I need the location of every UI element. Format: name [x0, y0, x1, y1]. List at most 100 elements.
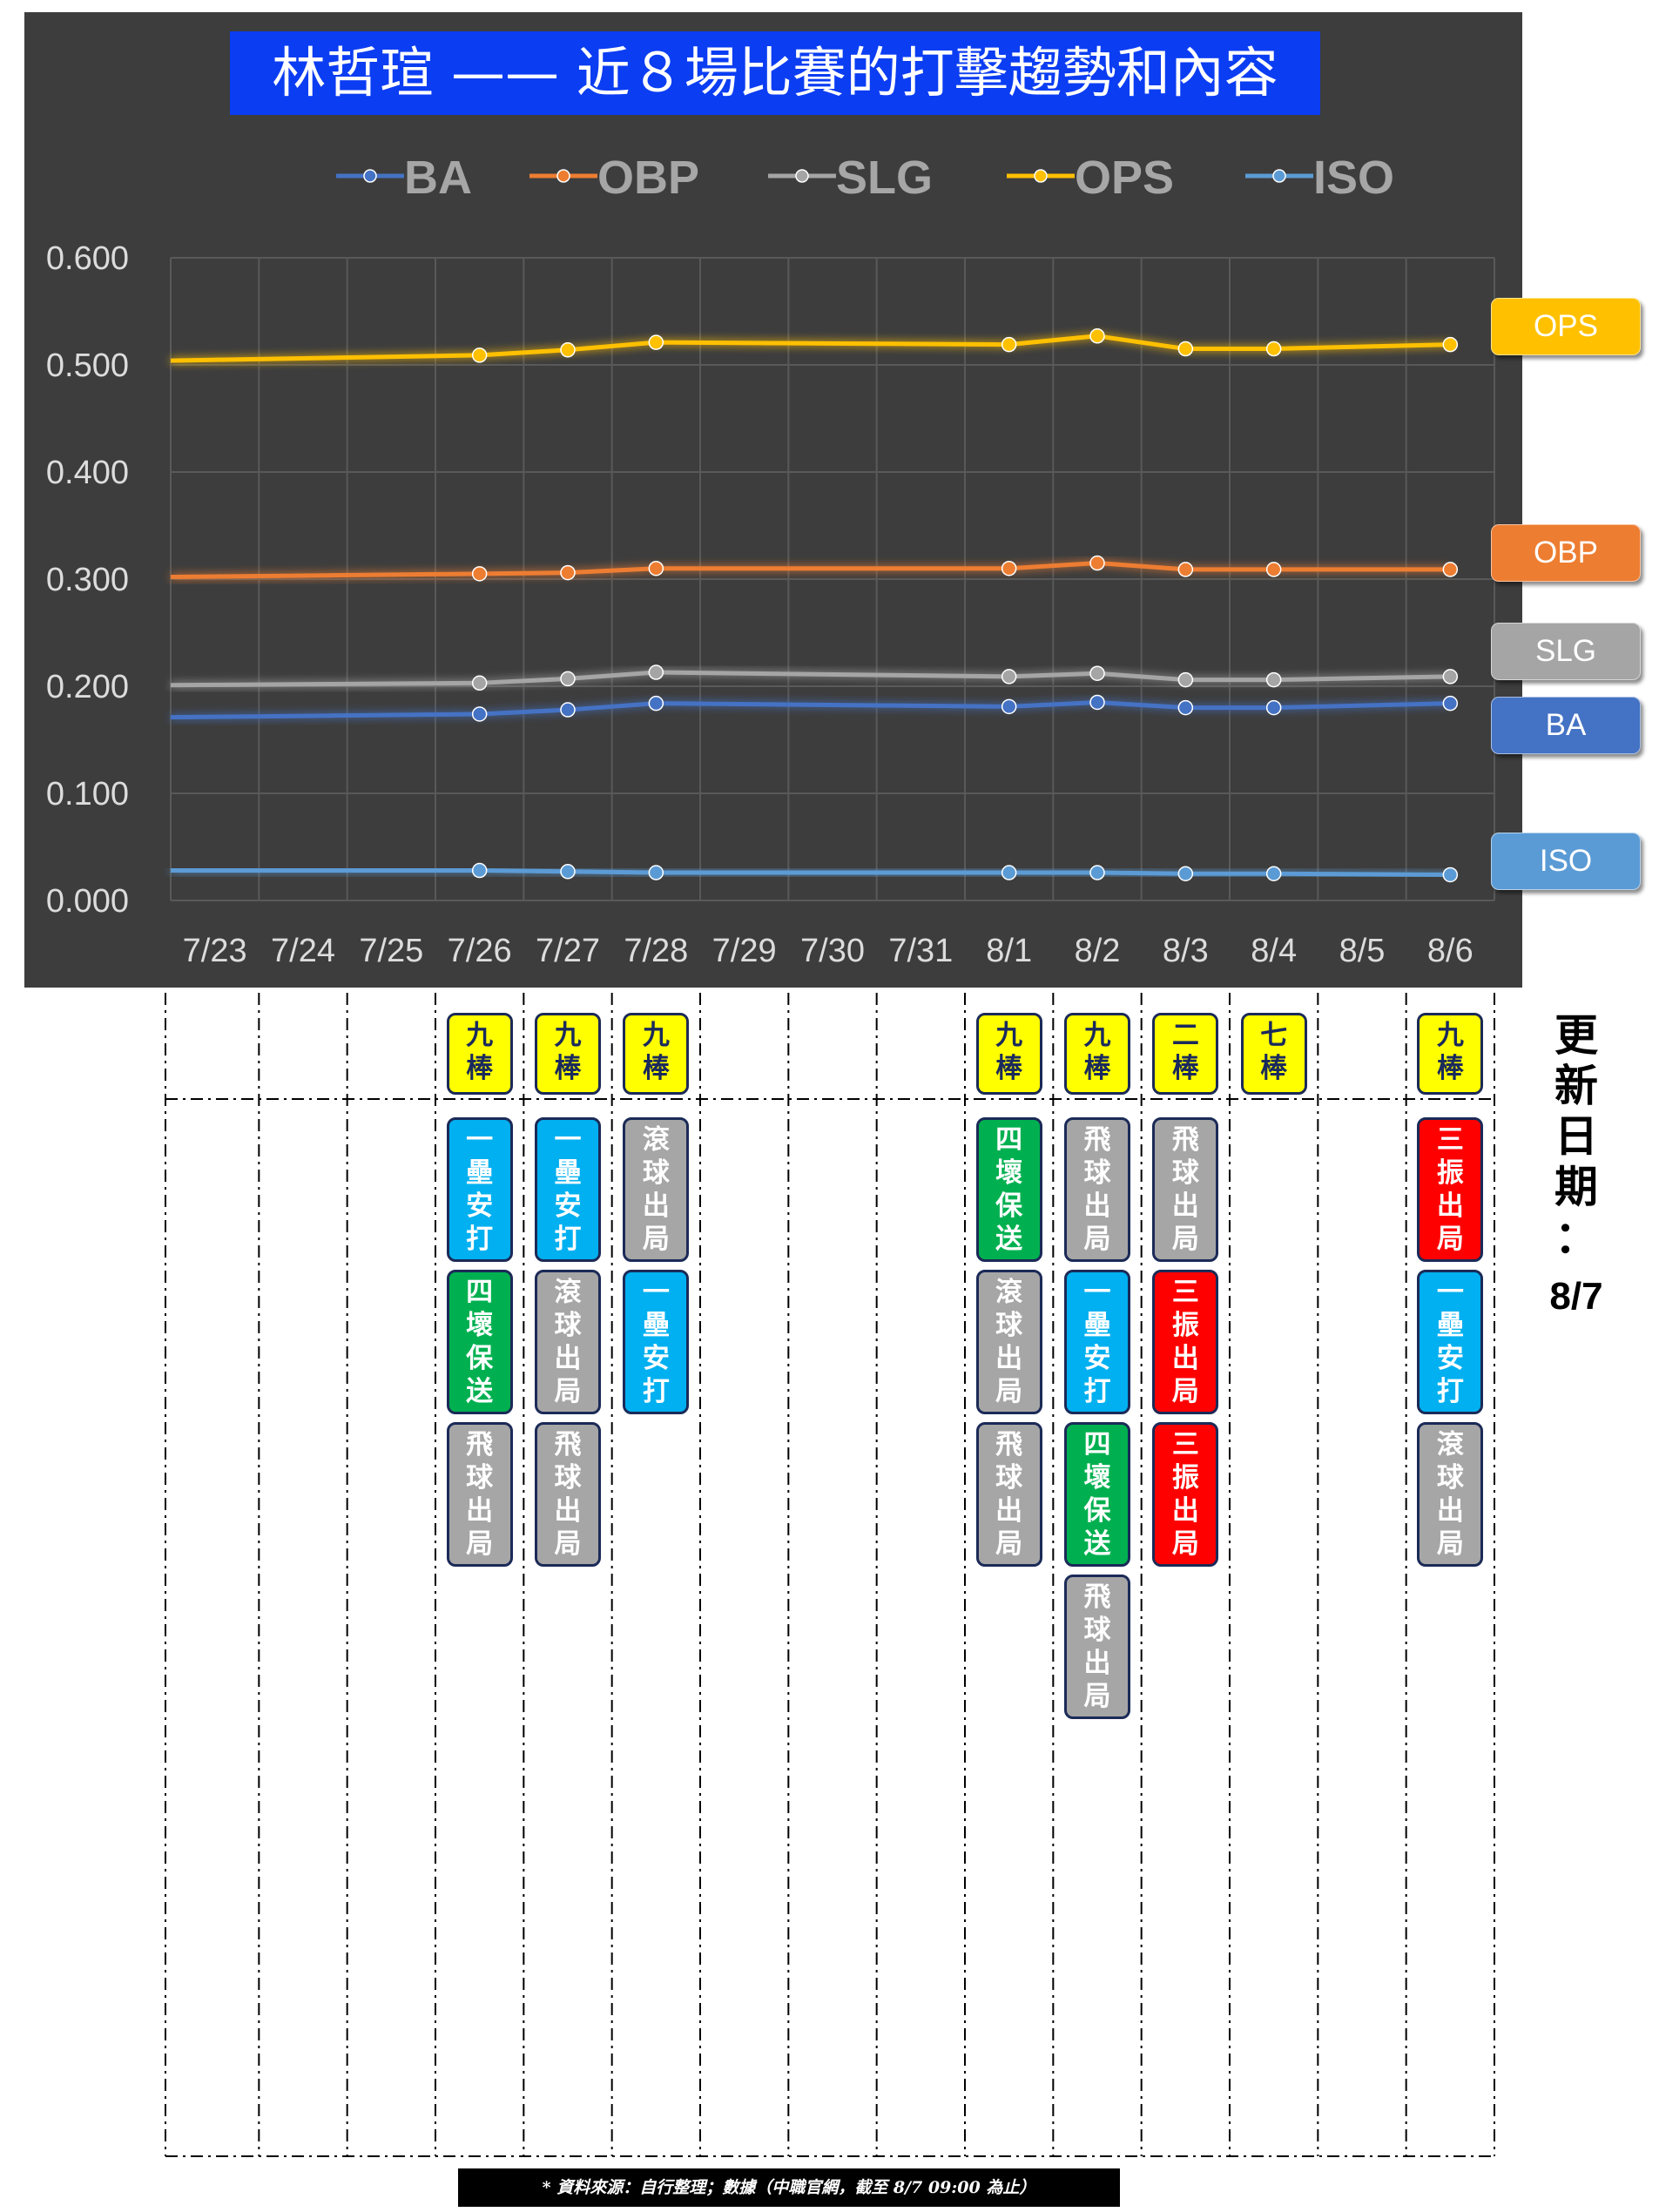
legend-swatch-marker	[1034, 169, 1048, 183]
data-point-ops	[1001, 336, 1017, 353]
data-point-ba	[1442, 695, 1459, 711]
data-point-obp	[1089, 555, 1105, 571]
data-point-slg	[1177, 671, 1194, 688]
plate-appearance-card-out: 飛 球 出 局	[1064, 1117, 1130, 1262]
y-tick-label: 0.400	[46, 455, 129, 491]
data-point-ops	[1442, 336, 1459, 353]
legend-label-iso: ISO	[1313, 152, 1394, 204]
plate-appearance-card-out: 飛 球 出 局	[535, 1422, 601, 1567]
legend-swatch-marker	[363, 169, 377, 183]
data-point-iso	[1442, 867, 1459, 883]
x-tick-label: 7/26	[448, 933, 512, 969]
legend-swatch-marker	[556, 169, 570, 183]
plate-appearance-card-strikeout: 三 振 出 局	[1417, 1117, 1484, 1262]
end-label-slg: SLG	[1491, 623, 1641, 680]
batting-order-card: 九 棒	[1064, 1013, 1130, 1095]
data-point-ops	[471, 347, 488, 363]
data-point-ba	[648, 695, 664, 711]
y-tick-label: 0.100	[46, 776, 129, 813]
data-point-ba	[560, 702, 576, 718]
data-point-obp	[560, 564, 576, 581]
legend-label-slg: SLG	[836, 152, 933, 204]
chart-title: 林哲瑄 —— 近８場比賽的打擊趨勢和內容	[230, 31, 1320, 115]
plate-appearance-card-hit: 一 壘 安 打	[1417, 1270, 1484, 1414]
plate-appearance-card-hit: 一 壘 安 打	[623, 1270, 690, 1414]
plate-appearance-card-strikeout: 三 振 出 局	[1152, 1270, 1219, 1414]
data-point-ba	[1177, 699, 1194, 716]
data-point-obp	[471, 566, 488, 582]
y-tick-label: 0.200	[46, 669, 129, 705]
data-point-slg	[1001, 669, 1017, 685]
data-point-ba	[1001, 698, 1017, 715]
data-point-slg	[471, 675, 488, 691]
x-tick-label: 8/3	[1163, 933, 1209, 969]
legend-label-ops: OPS	[1075, 152, 1174, 204]
x-tick-label: 7/30	[800, 933, 865, 969]
data-point-iso	[560, 864, 576, 880]
plate-appearance-card-out: 滾 球 出 局	[623, 1117, 690, 1262]
plate-appearance-card-strikeout: 三 振 出 局	[1152, 1422, 1219, 1567]
legend-label-obp: OBP	[597, 152, 699, 204]
data-point-slg	[1442, 669, 1459, 685]
batting-order-card: 九 棒	[535, 1013, 601, 1095]
plate-appearance-card-walk: 四 壞 保 送	[446, 1270, 513, 1414]
data-point-slg	[648, 664, 664, 680]
data-point-slg	[1089, 665, 1105, 681]
data-point-ops	[1089, 328, 1105, 344]
plate-appearance-card-out: 飛 球 出 局	[1064, 1575, 1130, 1719]
legend-label-ba: BA	[404, 152, 472, 204]
data-point-slg	[560, 671, 576, 687]
x-tick-label: 7/28	[624, 933, 688, 969]
data-point-obp	[1001, 560, 1017, 577]
x-tick-label: 7/29	[712, 933, 777, 969]
data-point-obp	[648, 560, 664, 577]
data-point-obp	[1442, 562, 1459, 577]
plate-appearance-card-hit: 一 壘 安 打	[1064, 1270, 1130, 1414]
batting-order-card: 九 棒	[446, 1013, 513, 1095]
batting-order-card: 九 棒	[623, 1013, 690, 1095]
data-point-obp	[1265, 562, 1282, 577]
plate-appearance-card-out: 滾 球 出 局	[535, 1270, 601, 1414]
update-date: 8/7	[1549, 1275, 1603, 1318]
end-label-ops: OPS	[1491, 298, 1641, 355]
plate-appearance-card-hit: 一 壘 安 打	[446, 1117, 513, 1262]
plate-appearance-card-out: 飛 球 出 局	[1152, 1117, 1219, 1262]
data-point-ba	[471, 706, 488, 722]
data-point-ops	[560, 342, 576, 358]
plate-appearance-card-walk: 四 壞 保 送	[1064, 1422, 1130, 1567]
x-tick-label: 8/1	[986, 933, 1032, 969]
data-point-iso	[1265, 866, 1282, 881]
plate-appearance-card-walk: 四 壞 保 送	[975, 1117, 1042, 1262]
legend-swatch-marker	[1272, 169, 1286, 183]
x-tick-label: 8/5	[1339, 933, 1386, 969]
data-point-iso	[471, 862, 488, 879]
batting-order-card: 七 棒	[1240, 1013, 1307, 1095]
data-point-ba	[1265, 699, 1282, 716]
plate-appearance-card-out: 飛 球 出 局	[975, 1422, 1042, 1567]
data-point-ba	[1089, 694, 1105, 711]
x-tick-label: 7/27	[536, 933, 600, 969]
batting-order-card: 九 棒	[1417, 1013, 1484, 1095]
x-tick-label: 8/4	[1251, 933, 1297, 969]
data-point-iso	[1089, 865, 1105, 880]
line-chart: 0.000 0.100 0.200 0.300 0.400 0.500 0.600 7/23 7…	[46, 152, 1495, 969]
data-point-ops	[1177, 341, 1194, 357]
batting-order-card: 二 棒	[1152, 1013, 1219, 1095]
x-tick-label: 8/2	[1075, 933, 1121, 969]
data-point-obp	[1177, 562, 1194, 577]
x-tick-label: 7/25	[359, 933, 423, 969]
plate-appearance-card-out: 滾 球 出 局	[1417, 1422, 1484, 1567]
legend-swatch-marker	[795, 169, 809, 183]
x-tick-label: 7/24	[271, 933, 335, 969]
end-label-ba: BA	[1491, 697, 1641, 754]
plate-appearance-card-hit: 一 壘 安 打	[535, 1117, 601, 1262]
y-tick-label: 0.500	[46, 347, 129, 384]
data-point-iso	[648, 865, 664, 880]
y-tick-label: 0.000	[46, 883, 129, 920]
data-point-ops	[648, 334, 664, 350]
x-tick-label: 8/6	[1427, 933, 1474, 969]
update-label: 更 新 日 期 ：	[1554, 1010, 1598, 1263]
data-point-slg	[1265, 671, 1282, 688]
end-label-iso: ISO	[1491, 833, 1641, 890]
